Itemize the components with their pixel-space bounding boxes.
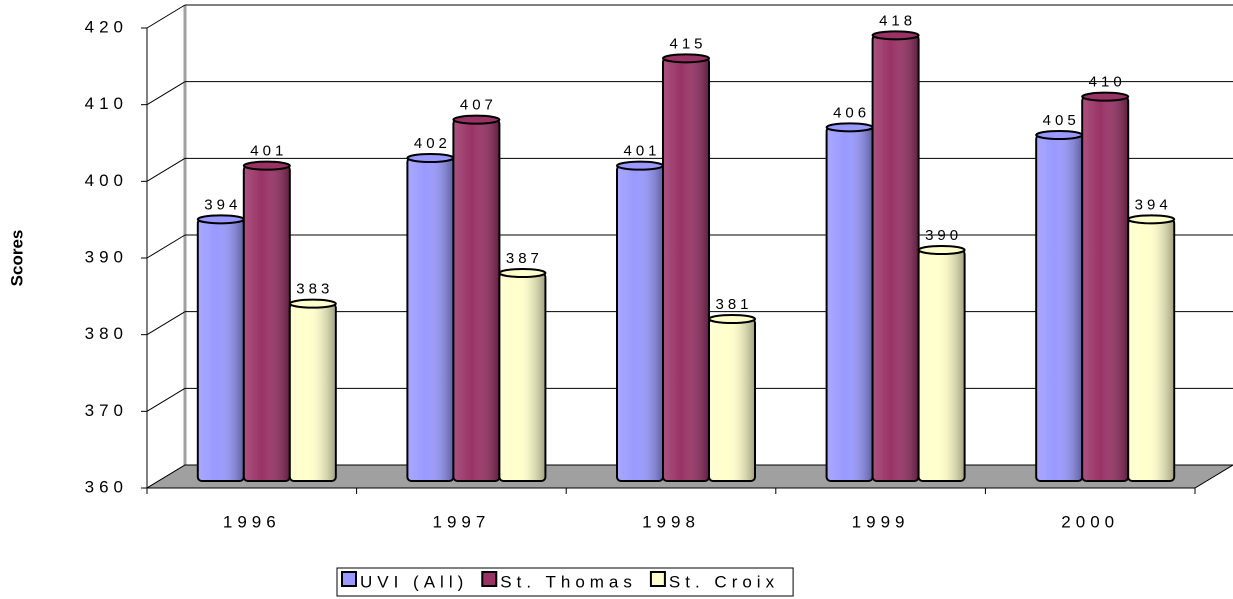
data-label: 402 [414,135,451,152]
y-tick-label: 380 [85,324,128,343]
bar-shade [454,120,499,481]
bar-shade [198,220,243,481]
data-label: 418 [879,12,916,29]
bar-cap [825,122,874,133]
data-label: 401 [250,143,287,160]
data-label: 387 [506,250,543,267]
bar-shade [1083,97,1128,481]
y-tick-label: 410 [85,94,128,113]
bar-cap [406,153,455,163]
bar-cap [708,314,756,324]
data-label: 390 [925,227,962,244]
x-tick-label: 1999 [852,512,910,531]
data-label: 383 [296,281,333,298]
y-axis-title: Scores [7,230,26,287]
legend-swatch [649,571,666,587]
y-tick-label: 360 [85,477,128,496]
y-tick-label: 420 [85,17,128,36]
y-tick-label: 400 [85,171,128,190]
data-label: 401 [623,143,660,160]
bar-shade [1037,136,1082,480]
side-grid-line [146,311,186,336]
bar-shade [500,274,545,480]
legend-swatch [341,571,357,587]
side-grid-line [146,81,186,106]
bar-shade [710,320,754,480]
data-label: 394 [204,196,241,213]
legend-label: UVI (All) [360,572,468,591]
x-tick-label: 2000 [1061,512,1119,531]
side-grid-line [146,157,186,182]
legend-label: St. Thomas [500,572,637,591]
bar-shade [244,166,289,480]
bar-cap [242,160,291,171]
legend-box [336,567,794,597]
bar-cap [288,298,337,309]
side-grid-line [146,4,186,29]
y-tick-label: 370 [85,401,128,420]
x-tick-label: 1998 [642,512,700,531]
bar-shade [618,166,662,480]
bar-cap [1081,91,1130,102]
bar-shade [408,159,453,480]
data-label: 406 [833,104,870,121]
bar-cap [1035,130,1084,140]
bar-shade [827,128,872,481]
bar-shade [1129,220,1174,481]
y-tick-label: 390 [85,247,128,266]
bar-cap [1127,214,1176,225]
bar-cap [196,214,245,225]
data-label: 407 [460,97,497,114]
data-label: 410 [1089,74,1126,91]
data-label: 381 [715,296,752,313]
bar-cap [498,268,547,278]
legend-swatch [481,571,498,587]
data-label: 405 [1043,112,1080,129]
bar-cap [616,160,664,171]
x-tick-label: 1997 [432,512,490,531]
x-tick-label: 1996 [223,512,281,531]
bar-cap [917,245,966,255]
legend-label: St. Croix [669,572,779,591]
bar-cap [871,30,920,41]
bar-shade [290,304,335,480]
bar-shade [873,36,918,480]
side-grid-line [146,387,186,412]
bar-cap [662,53,710,64]
bar-cap [452,114,501,125]
side-grid-line [146,234,186,259]
bar-shade [919,251,964,480]
data-label: 415 [669,35,706,52]
bar-shade [664,59,708,480]
data-label: 394 [1135,196,1172,213]
